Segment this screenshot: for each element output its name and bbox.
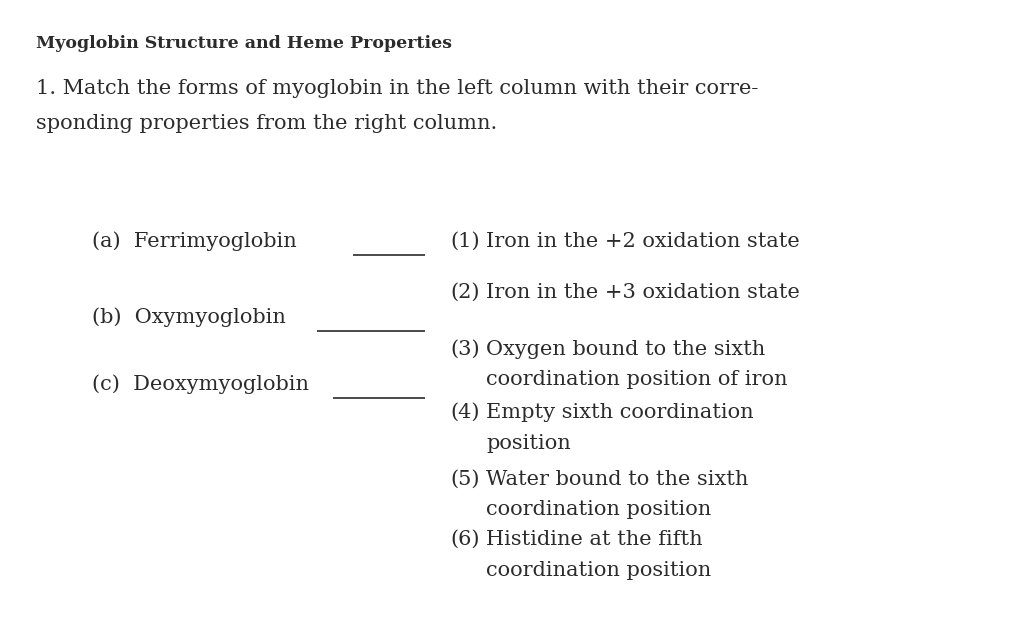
Text: (c)  Deoxymyoglobin: (c) Deoxymyoglobin [92,375,309,394]
Text: (6): (6) [451,530,480,549]
Text: position: position [486,434,571,453]
Text: Water bound to the sixth: Water bound to the sixth [486,470,749,489]
Text: sponding properties from the right column.: sponding properties from the right colum… [36,114,497,133]
Text: (5): (5) [451,470,480,489]
Text: Empty sixth coordination: Empty sixth coordination [486,403,754,422]
Text: (a)  Ferrimyoglobin: (a) Ferrimyoglobin [92,232,297,251]
Text: (3): (3) [451,340,480,359]
Text: Myoglobin Structure and Heme Properties: Myoglobin Structure and Heme Properties [36,35,452,52]
Text: coordination position: coordination position [486,561,712,580]
Text: (4): (4) [451,403,480,422]
Text: Iron in the +2 oxidation state: Iron in the +2 oxidation state [486,232,800,251]
Text: (2): (2) [451,283,480,302]
Text: (b)  Oxymyoglobin: (b) Oxymyoglobin [92,308,286,327]
Text: Iron in the +3 oxidation state: Iron in the +3 oxidation state [486,283,801,302]
Text: coordination position of iron: coordination position of iron [486,370,787,389]
Text: coordination position: coordination position [486,500,712,519]
Text: 1. Match the forms of myoglobin in the left column with their corre-: 1. Match the forms of myoglobin in the l… [36,79,758,98]
Text: (1): (1) [451,232,480,251]
Text: Oxygen bound to the sixth: Oxygen bound to the sixth [486,340,766,359]
Text: Histidine at the fifth: Histidine at the fifth [486,530,703,549]
